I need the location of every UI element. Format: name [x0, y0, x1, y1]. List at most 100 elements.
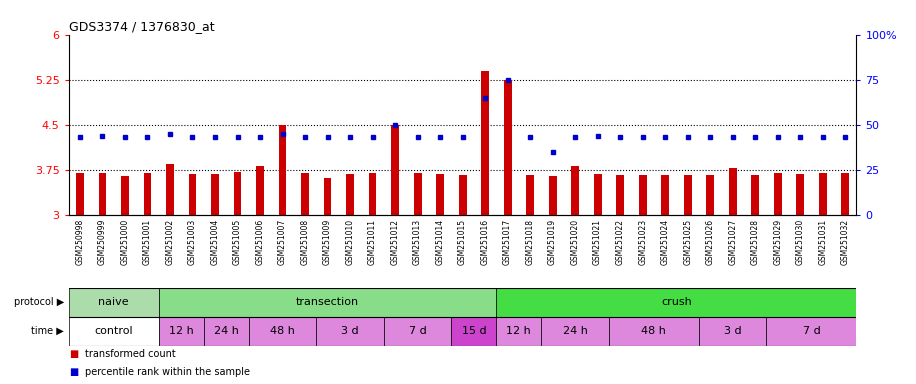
Text: GSM251013: GSM251013	[413, 219, 422, 265]
Text: 12 h: 12 h	[507, 326, 531, 336]
Text: 12 h: 12 h	[169, 326, 193, 336]
Bar	[638, 175, 647, 215]
Text: control: control	[94, 326, 133, 336]
Bar	[346, 174, 354, 215]
Bar	[158, 288, 496, 317]
Text: GSM251007: GSM251007	[278, 219, 287, 265]
Text: transformed count: transformed count	[85, 349, 176, 359]
Bar	[751, 175, 759, 215]
Bar	[549, 176, 557, 215]
Bar	[69, 288, 158, 317]
Bar	[729, 168, 736, 215]
Text: GSM251018: GSM251018	[526, 219, 535, 265]
Text: GSM251027: GSM251027	[728, 219, 737, 265]
Text: 3 d: 3 d	[342, 326, 359, 336]
Bar	[796, 174, 804, 215]
Bar	[278, 125, 287, 215]
Text: naive: naive	[98, 297, 129, 308]
Bar	[166, 164, 174, 215]
Text: GSM251028: GSM251028	[751, 219, 759, 265]
Bar	[683, 175, 692, 215]
Text: GSM251003: GSM251003	[188, 219, 197, 265]
Text: GSM251026: GSM251026	[705, 219, 714, 265]
Text: GSM251005: GSM251005	[233, 219, 242, 265]
Bar	[256, 166, 264, 215]
Bar	[99, 173, 106, 215]
Bar	[211, 174, 219, 215]
Text: GSM250998: GSM250998	[75, 219, 84, 265]
Bar	[234, 172, 242, 215]
Bar	[841, 173, 849, 215]
Text: GSM251008: GSM251008	[300, 219, 310, 265]
Text: time ▶: time ▶	[31, 326, 64, 336]
Bar	[481, 71, 489, 215]
Bar	[368, 173, 376, 215]
Text: 7 d: 7 d	[802, 326, 821, 336]
Text: GDS3374 / 1376830_at: GDS3374 / 1376830_at	[69, 20, 214, 33]
Text: GSM251015: GSM251015	[458, 219, 467, 265]
Text: crush: crush	[661, 297, 692, 308]
Text: GSM251000: GSM251000	[121, 219, 129, 265]
Bar	[121, 176, 129, 215]
Text: GSM251023: GSM251023	[638, 219, 647, 265]
Bar	[189, 174, 196, 215]
Text: GSM251021: GSM251021	[594, 219, 602, 265]
Text: GSM251010: GSM251010	[345, 219, 354, 265]
Bar	[249, 317, 316, 346]
Bar	[459, 175, 466, 215]
Bar	[661, 175, 669, 215]
Text: GSM251019: GSM251019	[548, 219, 557, 265]
Text: 3 d: 3 d	[724, 326, 741, 336]
Text: GSM251020: GSM251020	[571, 219, 580, 265]
Text: GSM251017: GSM251017	[503, 219, 512, 265]
Text: percentile rank within the sample: percentile rank within the sample	[85, 367, 250, 377]
Text: GSM251022: GSM251022	[616, 219, 625, 265]
Text: GSM251016: GSM251016	[481, 219, 489, 265]
Bar	[699, 317, 767, 346]
Bar	[452, 317, 496, 346]
Text: protocol ▶: protocol ▶	[14, 297, 64, 308]
Bar	[819, 173, 826, 215]
Bar	[391, 125, 399, 215]
Bar	[572, 166, 579, 215]
Bar	[316, 317, 384, 346]
Text: GSM251006: GSM251006	[256, 219, 265, 265]
Bar	[504, 80, 511, 215]
Text: GSM251024: GSM251024	[660, 219, 670, 265]
Text: GSM251009: GSM251009	[323, 219, 332, 265]
Bar	[76, 173, 84, 215]
Bar	[323, 178, 332, 215]
Bar	[496, 317, 541, 346]
Text: 24 h: 24 h	[213, 326, 239, 336]
Text: GSM251031: GSM251031	[818, 219, 827, 265]
Bar	[594, 174, 602, 215]
Text: 48 h: 48 h	[641, 326, 666, 336]
Text: GSM251030: GSM251030	[796, 219, 804, 265]
Bar	[436, 174, 444, 215]
Bar	[158, 317, 203, 346]
Bar	[609, 317, 699, 346]
Bar	[706, 175, 714, 215]
Text: transection: transection	[296, 297, 359, 308]
Text: ■: ■	[69, 367, 78, 377]
Text: GSM251025: GSM251025	[683, 219, 692, 265]
Text: GSM251014: GSM251014	[436, 219, 444, 265]
Bar	[496, 288, 856, 317]
Bar	[414, 173, 421, 215]
Bar	[203, 317, 249, 346]
Text: GSM251004: GSM251004	[211, 219, 220, 265]
Text: 48 h: 48 h	[270, 326, 295, 336]
Bar	[144, 173, 151, 215]
Text: GSM250999: GSM250999	[98, 219, 107, 265]
Text: 15 d: 15 d	[462, 326, 486, 336]
Bar	[526, 175, 534, 215]
Text: ■: ■	[69, 349, 78, 359]
Text: GSM251032: GSM251032	[841, 219, 850, 265]
Text: GSM251001: GSM251001	[143, 219, 152, 265]
Text: GSM251002: GSM251002	[166, 219, 174, 265]
Bar	[384, 317, 452, 346]
Text: 7 d: 7 d	[409, 326, 427, 336]
Bar	[301, 173, 309, 215]
Text: 24 h: 24 h	[562, 326, 587, 336]
Text: GSM251011: GSM251011	[368, 219, 377, 265]
